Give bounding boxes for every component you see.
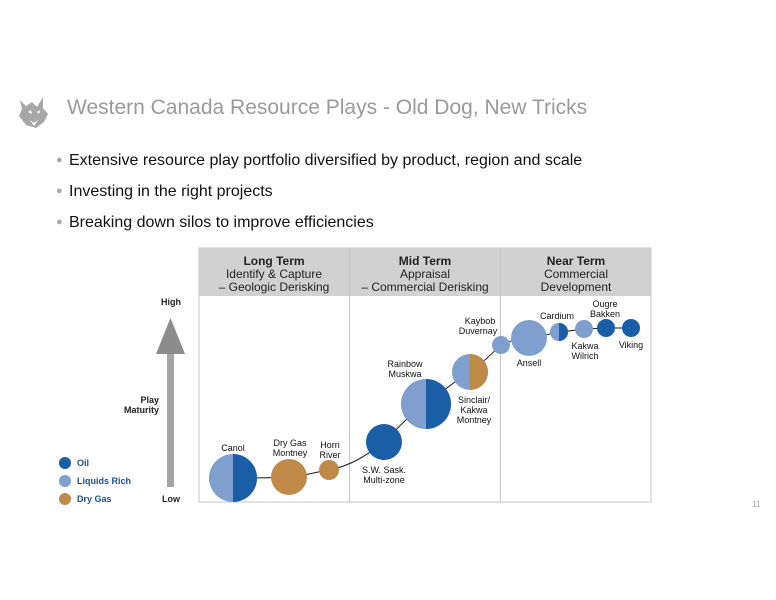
bubble-rainbow-muskwa [401,379,451,429]
play-label: Wilrich [572,351,599,361]
legend-liquids-label: Liquids Rich [77,476,131,486]
husky-logo [19,97,48,128]
bullet-dot-icon: ● [56,185,63,197]
play-label: Ougre [592,299,617,309]
legend-oil-label: Oil [77,458,89,468]
axis-title: Maturity [124,405,159,415]
play-label: Montney [273,448,308,458]
legend-dry-gas-label: Dry Gas [77,494,112,504]
play-label: Ansell [517,358,542,368]
bubble-ansell [511,320,547,356]
bubble-horn-river [319,460,339,480]
play-label: Dry Gas [273,438,307,448]
column-subheading: Identify & Capture [226,267,322,281]
bullet-dot-icon: ● [56,154,63,166]
column-subheading: Commercial [544,267,608,281]
header-mid-term [350,248,500,296]
bubble-cardium [550,323,568,341]
play-label: River [319,450,340,460]
page-number: 11 [752,500,761,509]
column-heading: Mid Term [399,254,451,268]
bullet-item: ● Investing in the right projects [56,183,273,200]
play-label: Kakwa [460,405,487,415]
bubble-dry-gas-montney [271,459,307,495]
play-label: Kakwa [571,341,598,351]
play-label: Multi-zone [363,475,405,485]
play-label: Muskwa [388,369,421,379]
header-near-term [501,248,651,296]
bubble-sw-sask [366,424,402,460]
play-label: Montney [457,415,492,425]
header-long-term [199,248,349,296]
legend-liquids-swatch [59,475,71,487]
play-label: Sinclair/ [458,395,491,405]
legend-oil-swatch [59,457,71,469]
play-label: Bakken [590,309,620,319]
play-label: Canol [221,443,245,453]
bullet-list: ● Extensive resource play portfolio diver… [56,151,582,244]
bubble-sinclair-kakwa [452,354,488,390]
axis-low-label: Low [162,494,181,504]
bullet-dot-icon: ● [56,216,63,228]
bubble-kaybob-duvernay [492,336,510,354]
maturity-arrow-shaft [167,352,174,487]
page-title: Western Canada Resource Plays - Old Dog,… [67,96,588,119]
play-label: Rainbow [387,359,423,369]
legend-dry-gas-swatch [59,493,71,505]
play-label: Viking [619,340,643,350]
play-label: Cardium [540,311,574,321]
play-label: Kaybob [465,316,496,326]
play-label: Horn [320,440,340,450]
bubble-kakwa-wilrich [575,320,593,338]
bullet-item: ● Extensive resource play portfolio diver… [56,152,583,169]
maturity-arrow-head-icon [156,318,185,354]
play-label: Duvernay [459,326,498,336]
column-subheading: Development [541,280,612,294]
bubble-canol [209,454,257,502]
axis-high-label: High [161,297,181,307]
play-label: S.W. Sask. [362,465,406,475]
bubble-viking [622,319,640,337]
axis-title: Play [140,395,159,405]
column-heading: Long Term [243,254,304,268]
bubble-ougre-bakken [597,319,615,337]
column-subheading: Appraisal [400,267,450,281]
column-heading: Near Term [547,254,605,268]
column-subheading: – Geologic Derisking [219,280,330,294]
column-subheading: – Commercial Derisking [361,280,488,294]
bullet-item: ● Breaking down silos to improve efficien… [56,214,374,231]
